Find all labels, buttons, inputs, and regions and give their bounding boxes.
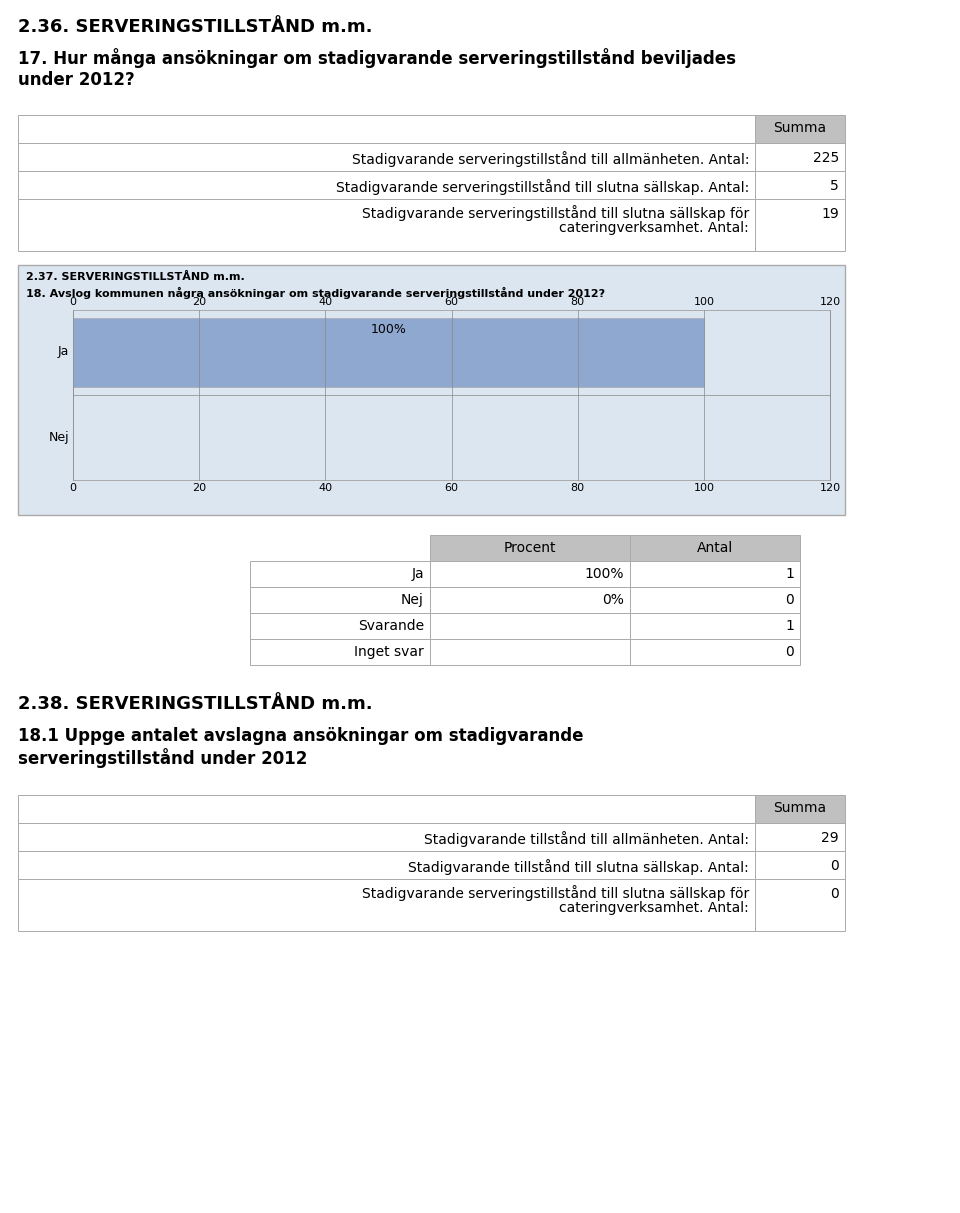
Text: 0: 0 — [785, 593, 794, 606]
Bar — [430, 587, 630, 613]
Text: 225: 225 — [813, 150, 839, 165]
Text: Svarande: Svarande — [358, 619, 424, 633]
Text: Summa: Summa — [774, 121, 827, 135]
Text: 100: 100 — [693, 483, 714, 492]
Text: 29: 29 — [822, 831, 839, 845]
Bar — [18, 264, 845, 516]
Text: 0: 0 — [785, 645, 794, 659]
Text: 1: 1 — [785, 566, 794, 581]
Text: Ja: Ja — [58, 346, 69, 359]
Bar — [755, 852, 845, 879]
Text: 80: 80 — [570, 483, 585, 492]
Text: 18.1 Uppge antalet avslagna ansökningar om stadigvarande
serveringstillstånd und: 18.1 Uppge antalet avslagna ansökningar … — [18, 727, 584, 768]
Text: 2.37. SERVERINGSTILLSTÅND m.m.: 2.37. SERVERINGSTILLSTÅND m.m. — [26, 272, 245, 283]
Text: Summa: Summa — [774, 801, 827, 815]
Text: 120: 120 — [820, 297, 841, 307]
Text: 0: 0 — [69, 297, 77, 307]
Bar — [430, 535, 630, 560]
Text: 100: 100 — [693, 297, 714, 307]
Bar — [250, 613, 430, 639]
Text: Stadigvarande tillstånd till slutna sällskap. Antal:: Stadigvarande tillstånd till slutna säll… — [408, 859, 749, 875]
Bar — [18, 115, 755, 143]
Text: Nej: Nej — [401, 593, 424, 606]
Text: 100%: 100% — [371, 323, 406, 336]
Bar — [18, 852, 755, 879]
Bar — [755, 822, 845, 852]
Text: 120: 120 — [820, 483, 841, 492]
Bar — [755, 795, 845, 822]
Text: Nej: Nej — [48, 431, 69, 444]
Text: 60: 60 — [444, 483, 459, 492]
Text: 20: 20 — [192, 483, 206, 492]
Text: 0: 0 — [69, 483, 77, 492]
Text: 19: 19 — [821, 207, 839, 221]
Bar — [250, 535, 430, 560]
Bar — [18, 822, 755, 852]
Text: 0: 0 — [830, 859, 839, 873]
Text: 20: 20 — [192, 297, 206, 307]
Bar — [430, 613, 630, 639]
Bar — [430, 639, 630, 665]
Text: Stadigvarande serveringstillstånd till slutna sällskap för: Stadigvarande serveringstillstånd till s… — [362, 205, 749, 221]
Bar — [18, 199, 755, 251]
Bar — [18, 879, 755, 932]
Text: cateringverksamhet. Antal:: cateringverksamhet. Antal: — [560, 221, 749, 235]
Text: Procent: Procent — [504, 541, 556, 556]
Bar — [755, 171, 845, 199]
Text: 0%: 0% — [602, 593, 624, 606]
Bar — [630, 639, 800, 665]
Text: 80: 80 — [570, 297, 585, 307]
Text: Stadigvarande serveringstillstånd till slutna sällskap för: Stadigvarande serveringstillstånd till s… — [362, 885, 749, 901]
Bar — [755, 879, 845, 932]
Bar — [73, 318, 704, 387]
Text: Antal: Antal — [697, 541, 733, 556]
Bar — [18, 171, 755, 199]
Bar — [250, 560, 430, 587]
Bar — [73, 311, 830, 480]
Text: cateringverksamhet. Antal:: cateringverksamhet. Antal: — [560, 901, 749, 915]
Bar — [630, 613, 800, 639]
Text: 40: 40 — [319, 483, 332, 492]
Text: Stadigvarande serveringstillstånd till slutna sällskap. Antal:: Stadigvarande serveringstillstånd till s… — [336, 180, 749, 195]
Text: Ja: Ja — [412, 566, 424, 581]
Text: 5: 5 — [830, 180, 839, 193]
Bar — [630, 535, 800, 560]
Text: Stadigvarande serveringstillstånd till allmänheten. Antal:: Stadigvarande serveringstillstånd till a… — [351, 150, 749, 167]
Bar — [630, 560, 800, 587]
Bar — [250, 639, 430, 665]
Text: 2.38. SERVERINGSTILLSTÅND m.m.: 2.38. SERVERINGSTILLSTÅND m.m. — [18, 695, 372, 713]
Bar — [630, 587, 800, 613]
Bar — [18, 143, 755, 171]
Text: Stadigvarande tillstånd till allmänheten. Antal:: Stadigvarande tillstånd till allmänheten… — [424, 831, 749, 847]
Bar — [755, 115, 845, 143]
Text: 17. Hur många ansökningar om stadigvarande serveringstillstånd beviljades
under : 17. Hur många ansökningar om stadigvaran… — [18, 49, 736, 89]
Bar — [430, 560, 630, 587]
Text: 100%: 100% — [585, 566, 624, 581]
Bar — [18, 795, 755, 822]
Bar — [755, 143, 845, 171]
Text: 0: 0 — [830, 887, 839, 901]
Text: 60: 60 — [444, 297, 459, 307]
Text: Inget svar: Inget svar — [354, 645, 424, 659]
Bar — [755, 199, 845, 251]
Bar — [250, 587, 430, 613]
Text: 40: 40 — [319, 297, 332, 307]
Text: 1: 1 — [785, 619, 794, 633]
Text: 2.36. SERVERINGSTILLSTÅND m.m.: 2.36. SERVERINGSTILLSTÅND m.m. — [18, 18, 372, 36]
Text: 18. Avslog kommunen några ansökningar om stadigvarande serveringstillstånd under: 18. Avslog kommunen några ansökningar om… — [26, 287, 605, 300]
